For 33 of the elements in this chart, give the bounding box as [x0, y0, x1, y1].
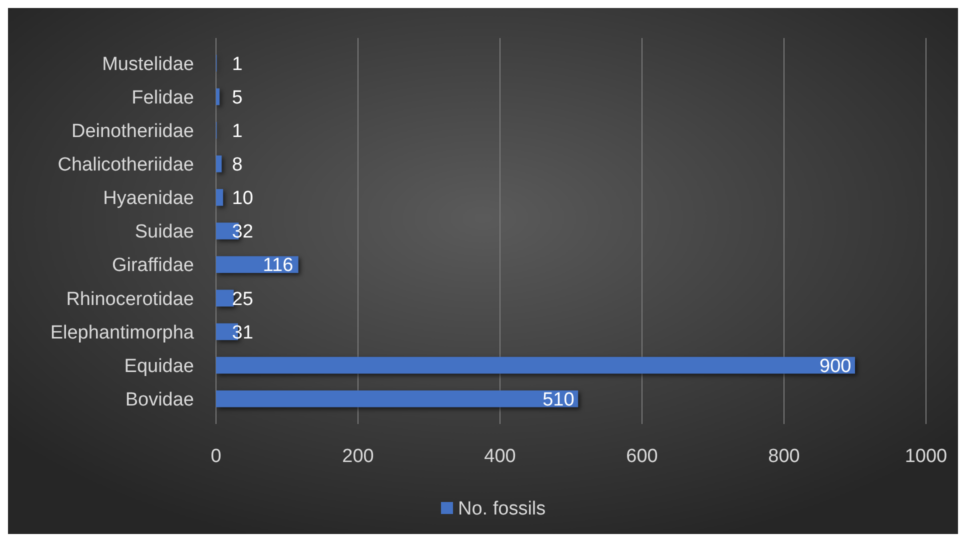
data-label: 510 [542, 389, 574, 410]
legend-label: No. fossils [458, 498, 546, 520]
x-tick-label: 400 [484, 446, 516, 467]
y-tick-label: Bovidae [125, 389, 194, 410]
bar [216, 155, 222, 172]
y-tick-label: Equidae [124, 356, 194, 377]
y-tick-label: Hyaenidae [103, 188, 194, 210]
y-tick-label: Giraffidae [112, 255, 194, 276]
bar [216, 256, 298, 273]
bar [216, 356, 855, 374]
bar [216, 88, 220, 106]
x-tick-label: 600 [626, 446, 658, 467]
data-label: 10 [232, 188, 254, 210]
data-label: 116 [262, 255, 294, 276]
data-label: 1 [232, 120, 243, 142]
y-tick-label: Deinotheriidae [71, 120, 194, 142]
y-tick-label: Chalicotheriidae [58, 154, 194, 176]
x-tick-label: 1000 [904, 446, 948, 467]
bar [216, 290, 234, 307]
data-label: 8 [232, 154, 243, 176]
data-label: 900 [820, 356, 852, 377]
x-tick-label: 0 [210, 446, 222, 467]
x-tick-label: 800 [768, 446, 800, 467]
data-label: 5 [232, 87, 243, 108]
y-tick-label: Felidae [132, 87, 194, 108]
x-tick-label: 200 [342, 446, 374, 467]
y-tick-label: Suidae [134, 222, 194, 243]
data-label: 1 [232, 54, 243, 75]
y-tick-label: Mustelidae [102, 54, 194, 75]
bar [216, 390, 578, 408]
y-tick-label: Rhinocerotidae [66, 288, 194, 310]
y-tick-label: Elephantimorpha [50, 322, 194, 344]
bar [216, 189, 224, 206]
